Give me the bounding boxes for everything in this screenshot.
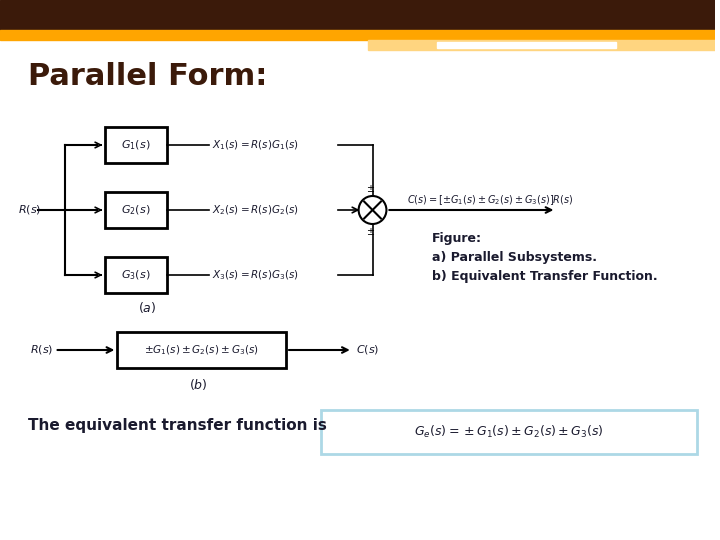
Circle shape xyxy=(359,196,387,224)
Text: $X_3(s) = R(s)G_3(s)$: $X_3(s) = R(s)G_3(s)$ xyxy=(212,268,299,282)
FancyBboxPatch shape xyxy=(105,257,167,293)
Text: Parallel Form:: Parallel Form: xyxy=(28,62,267,91)
Text: $R(s)$: $R(s)$ xyxy=(30,343,53,356)
Text: $X_2(s) = R(s)G_2(s)$: $X_2(s) = R(s)G_2(s)$ xyxy=(212,203,299,217)
Bar xyxy=(0,0,715,30)
Text: $(a)$: $(a)$ xyxy=(138,300,156,315)
Text: $(b)$: $(b)$ xyxy=(189,377,208,392)
Text: $C(s)$: $C(s)$ xyxy=(356,343,379,356)
Text: $G_1(s)$: $G_1(s)$ xyxy=(122,138,150,152)
Text: $R(s)$: $R(s)$ xyxy=(18,204,41,217)
FancyBboxPatch shape xyxy=(105,192,167,228)
Text: $X_1(s) = R(s)G_1(s)$: $X_1(s) = R(s)G_1(s)$ xyxy=(212,138,299,152)
Text: The equivalent transfer function is: The equivalent transfer function is xyxy=(28,418,327,433)
Text: $\pm$: $\pm$ xyxy=(366,226,375,237)
Text: $G_3(s)$: $G_3(s)$ xyxy=(122,268,150,282)
Bar xyxy=(367,40,715,50)
Text: $\pm$: $\pm$ xyxy=(366,183,375,194)
Text: $C(s) = [\pm G_1(s) \pm G_2(s) \pm G_3(s)]R(s)$: $C(s) = [\pm G_1(s) \pm G_2(s) \pm G_3(s… xyxy=(408,193,574,207)
Text: Figure:
a) Parallel Subsystems.
b) Equivalent Transfer Function.: Figure: a) Parallel Subsystems. b) Equiv… xyxy=(432,232,658,283)
Text: $G_2(s)$: $G_2(s)$ xyxy=(122,203,150,217)
Text: $G_e(s) = \pm G_1(s) \pm G_2(s) \pm G_3(s)$: $G_e(s) = \pm G_1(s) \pm G_2(s) \pm G_3(… xyxy=(414,424,604,440)
Text: $\pm G_1(s) \pm G_2(s) \pm G_3(s)$: $\pm G_1(s) \pm G_2(s) \pm G_3(s)$ xyxy=(144,343,259,357)
FancyBboxPatch shape xyxy=(117,332,286,368)
Bar xyxy=(0,30,715,40)
FancyBboxPatch shape xyxy=(321,410,698,454)
Bar xyxy=(437,42,616,48)
FancyBboxPatch shape xyxy=(105,127,167,163)
